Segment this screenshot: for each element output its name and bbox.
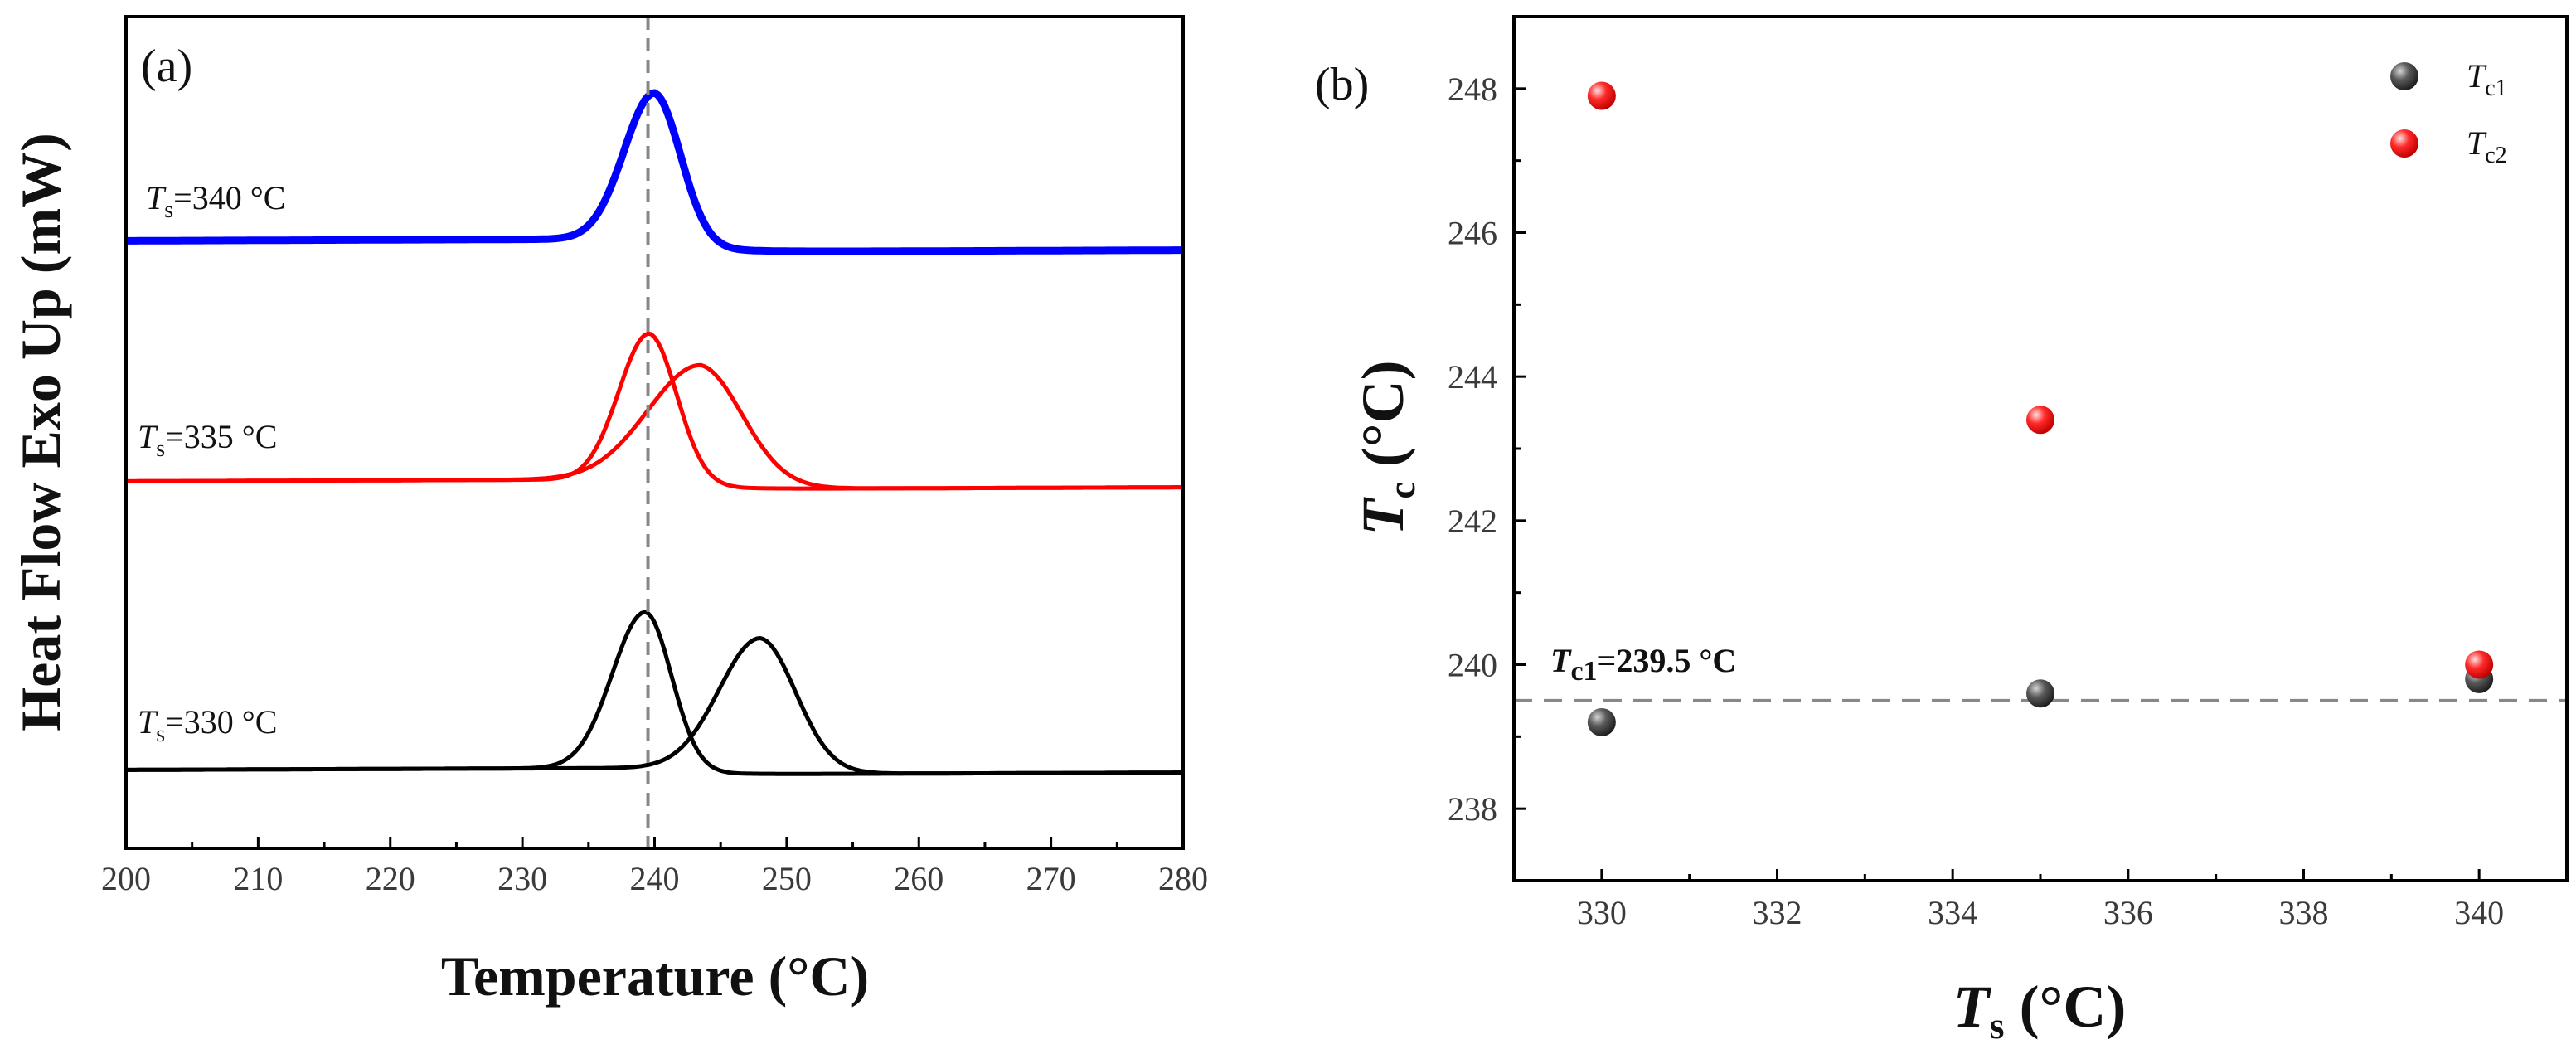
x-tick-label: 240	[630, 860, 680, 897]
y-tick-label: 246	[1448, 215, 1497, 252]
panel-a-x-ticks: 200 210 220 230 240 250 260 270 280	[101, 837, 1208, 897]
curve-330-1	[126, 610, 1183, 776]
x-tick-label: 210	[233, 860, 283, 897]
legend: Tc1 Tc2	[2390, 57, 2507, 168]
y-tick-label: 248	[1448, 70, 1497, 108]
x-tick-label: 338	[2279, 894, 2329, 931]
curve-335-1	[126, 331, 1183, 491]
series-label-335: Ts=335 °C	[138, 418, 277, 462]
curve-335-2	[126, 362, 1183, 491]
series-label-340: Ts=340 °C	[146, 179, 285, 223]
panel-a-dsc-curves: 200 210 220 230 240 250 260 270 280 Ts=340 °CTs=…	[9, 15, 1208, 1008]
panel-a-frame	[124, 15, 1185, 850]
curve-340-1	[125, 89, 1184, 255]
x-tick-label: 250	[762, 860, 812, 897]
x-tick-label: 340	[2454, 894, 2504, 931]
y-tick-label: 238	[1448, 790, 1497, 828]
point-tc2-330	[1587, 81, 1616, 110]
legend-marker-tc1	[2390, 62, 2418, 90]
panel-b-y-ticks: 238 240 242 244 246 248	[1448, 70, 1526, 828]
x-tick-label: 332	[1753, 894, 1802, 931]
panel-b-x-axis-title: Ts (°C)	[1953, 974, 2127, 1047]
series-labels: Ts=340 °C Ts=335 °C Ts=330 °C	[138, 179, 285, 747]
series-label-330: Ts=330 °C	[138, 703, 277, 747]
legend-label-tc2: Tc2	[2467, 124, 2507, 168]
x-tick-label: 334	[1928, 894, 1977, 931]
y-tick-label: 244	[1448, 358, 1497, 396]
x-tick-label: 280	[1158, 860, 1208, 897]
x-tick-label: 336	[2103, 894, 2153, 931]
panel-a-y-axis-title: Heat Flow Exo Up (mW)	[9, 133, 72, 731]
panel-a-x-axis-title: Temperature (°C)	[441, 945, 869, 1008]
y-tick-label: 240	[1448, 647, 1497, 684]
x-tick-label: 230	[497, 860, 547, 897]
x-tick-label: 330	[1577, 894, 1627, 931]
x-tick-label: 200	[101, 860, 151, 897]
point-tc2-335	[2026, 406, 2054, 435]
point-tc1-335	[2026, 679, 2054, 708]
panel-b-y-axis-title: Tc (°C)	[1350, 360, 1423, 535]
curve-330-2	[126, 636, 1183, 776]
dsc-curves	[125, 89, 1184, 776]
panel-a-label: (a)	[141, 41, 192, 92]
x-tick-label: 260	[894, 860, 944, 897]
legend-label-tc1: Tc1	[2467, 57, 2507, 101]
point-tc1-330	[1587, 707, 1616, 736]
panel-b-x-ticks: 330 332 334 336 338 340	[1577, 869, 2504, 931]
point-tc2-340	[2465, 650, 2494, 679]
x-tick-label: 220	[366, 860, 415, 897]
panel-b-tc-scatter: 330 332 334 336 338 340 238 240 242 244 246 248 (b…	[1315, 15, 2569, 1047]
y-tick-label: 242	[1448, 503, 1497, 540]
scatter-points	[1587, 81, 2494, 736]
legend-marker-tc2	[2390, 129, 2418, 158]
panel-b-label: (b)	[1315, 59, 1369, 110]
x-tick-label: 270	[1026, 860, 1076, 897]
tc1-annotation: Tc1=239.5 °C	[1550, 642, 1736, 687]
